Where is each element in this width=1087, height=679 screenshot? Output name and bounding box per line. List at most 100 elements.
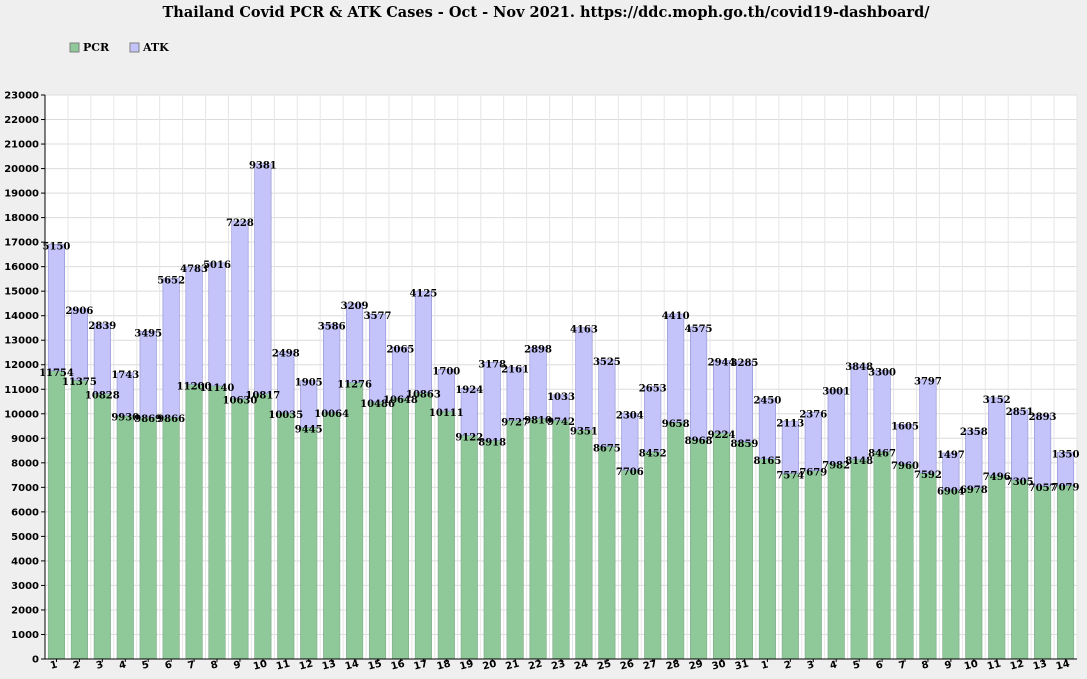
y-tick-label: 5000 [11, 532, 39, 543]
bar-pcr [391, 397, 410, 660]
bar-atk [598, 359, 616, 447]
data-label-pcr: 10035 [268, 410, 303, 421]
x-tick-label: 18 [436, 659, 452, 673]
bar-pcr [644, 451, 662, 660]
data-label-pcr: 7592 [914, 470, 942, 481]
data-label-atk: 2065 [387, 344, 415, 355]
bar-pcr [804, 470, 822, 660]
bar-atk [93, 323, 111, 394]
bar-atk [827, 389, 845, 464]
x-tick-label: 30 [711, 659, 727, 673]
data-label-atk: 2944 [708, 358, 736, 369]
data-label-pcr: 8918 [478, 437, 506, 448]
data-label-pcr: 9869 [134, 414, 162, 425]
bar-pcr [185, 384, 203, 660]
bar-pcr [919, 472, 937, 660]
bar-pcr [552, 419, 570, 660]
bar-atk [712, 360, 731, 434]
bar-pcr [47, 370, 66, 660]
bar-pcr [139, 416, 157, 660]
y-tick-label: 19000 [4, 189, 39, 200]
data-label-pcr: 11140 [200, 383, 235, 394]
x-tick-label: 28 [665, 659, 681, 673]
bar-atk [988, 397, 1006, 476]
bar-pcr [323, 411, 341, 660]
x-tick-label: 12 [1009, 659, 1025, 673]
x-tick-label: 14 [344, 659, 360, 673]
x-tick-label: 9 [944, 659, 953, 671]
bars [47, 163, 1075, 660]
bar-pcr [414, 392, 432, 660]
bar-atk [621, 413, 639, 471]
y-tick-label: 8000 [11, 458, 39, 469]
bar-pcr [529, 418, 547, 660]
data-label-pcr: 9810 [524, 415, 552, 426]
data-label-atk: 2898 [524, 344, 552, 355]
data-label-atk: 5016 [203, 260, 231, 271]
bar-pcr [667, 421, 685, 660]
bar-pcr [1056, 485, 1075, 660]
data-label-atk: 4163 [570, 325, 598, 336]
data-label-atk: 3285 [731, 358, 759, 369]
bar-atk [667, 313, 685, 423]
bar-pcr [231, 398, 249, 660]
y-tick-label: 4000 [11, 556, 39, 567]
data-label-pcr: 8675 [593, 443, 621, 454]
data-label-pcr: 9742 [547, 417, 575, 428]
data-label-atk: 2893 [1029, 412, 1057, 423]
x-tick-label: 7 [898, 659, 907, 671]
data-label-atk: 2304 [616, 411, 644, 422]
bar-atk [804, 412, 822, 471]
data-label-pcr: 8968 [685, 436, 713, 447]
data-label-atk: 2161 [501, 364, 529, 375]
y-tick-label: 13000 [4, 336, 39, 347]
y-tick-label: 2000 [11, 605, 39, 616]
y-tick-label: 10000 [4, 409, 39, 420]
data-label-atk: 1350 [1052, 449, 1080, 460]
y-tick-label: 23000 [4, 91, 39, 102]
data-label-atk: 3152 [983, 395, 1011, 406]
x-tick-label: 6 [164, 659, 173, 671]
x-tick-label: 13 [1032, 659, 1048, 673]
x-tick-label: 2 [783, 659, 792, 671]
bar-atk [460, 387, 478, 436]
data-label-atk: 3848 [845, 362, 873, 373]
bar-pcr [162, 416, 180, 660]
data-label-pcr: 7982 [822, 460, 850, 471]
bar-pcr [437, 410, 455, 660]
bar-atk [162, 278, 180, 418]
data-label-pcr: 10630 [223, 395, 258, 406]
bar-pcr [850, 458, 868, 660]
x-tick-label: 22 [527, 659, 543, 673]
x-tick-label: 17 [413, 659, 429, 673]
y-tick-label: 18000 [4, 213, 39, 224]
data-label-pcr: 7305 [1006, 477, 1034, 488]
bar-pcr [506, 420, 524, 660]
bar-atk [277, 351, 295, 414]
y-tick-label: 14000 [4, 311, 39, 322]
data-label-atk: 3178 [478, 359, 506, 370]
data-label-atk: 2358 [960, 427, 988, 438]
data-label-pcr: 9866 [157, 414, 185, 425]
data-label-atk: 2653 [639, 384, 667, 395]
x-tick-label: 3 [95, 659, 104, 671]
data-label-atk: 3495 [134, 328, 162, 339]
bar-pcr [758, 458, 776, 660]
bar-pcr [346, 382, 364, 660]
bar-atk [1034, 414, 1052, 487]
x-tick-label: 6 [875, 659, 884, 671]
bar-atk [208, 262, 226, 387]
data-label-pcr: 11276 [337, 379, 372, 390]
bar-atk [942, 452, 960, 491]
data-label-pcr: 11754 [39, 368, 74, 379]
bar-atk [47, 244, 66, 372]
bar-pcr [690, 438, 708, 660]
data-label-pcr: 7496 [983, 472, 1011, 483]
data-label-atk: 3586 [318, 321, 346, 332]
data-label-atk: 2376 [799, 409, 827, 420]
data-label-atk: 2113 [776, 418, 804, 429]
x-tick-label: 13 [321, 659, 337, 673]
data-label-atk: 1743 [111, 370, 139, 381]
bar-pcr [70, 379, 88, 660]
legend-swatch-atk [129, 42, 140, 53]
